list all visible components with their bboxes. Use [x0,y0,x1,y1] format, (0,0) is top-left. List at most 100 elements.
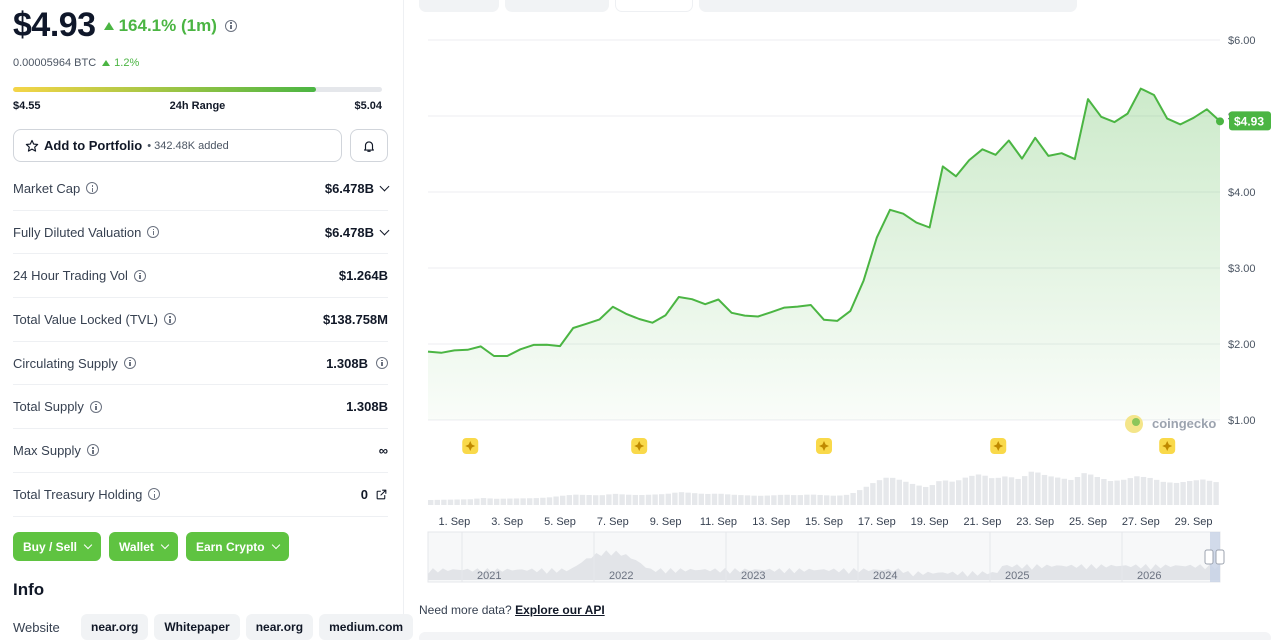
range-label: 24h Range [169,100,226,112]
volume-bar [995,477,1001,505]
time-range-selector[interactable] [699,0,1077,12]
buy-sell-button[interactable]: Buy / Sell [13,532,102,561]
x-tick-label: 15. Sep [805,516,843,528]
add-to-portfolio-button[interactable]: Add to Portfolio • 342.48K added [13,129,342,162]
wallet-button[interactable]: Wallet [109,532,178,561]
volume-bar [612,493,619,505]
navigator-handle-right[interactable] [1215,549,1225,565]
volume-bar [837,495,843,505]
chevron-down-icon[interactable] [379,225,390,235]
price-chart[interactable]: $6.00$5.00$4.00$3.00$2.00$1.00$4.93coing… [420,20,1280,620]
volume-bar [494,498,500,505]
x-tick-label: 1. Sep [438,516,470,528]
price-tab[interactable] [419,0,499,12]
x-tick-label: 23. Sep [1016,516,1054,528]
navigator-series [428,550,1220,580]
info-icon[interactable] [133,269,146,282]
volume-bar [1055,477,1061,505]
chart-toolbar [419,0,1077,12]
volume-bar [929,485,935,505]
navigator-handle-left[interactable] [1204,549,1214,565]
volume-bar [1048,476,1054,505]
chart-type-toggle[interactable] [615,0,693,12]
chevron-down-icon [83,540,93,549]
volume-bar [500,498,506,505]
volume-bar [474,498,480,505]
stat-row: Fully Diluted Valuation $6.478B [13,211,390,255]
external-link-icon[interactable] [375,488,388,501]
website-link[interactable]: Whitepaper [154,614,240,640]
navigator-year-label: 2024 [873,570,897,582]
range-high: $5.04 [354,100,382,112]
volume-bar [771,495,777,505]
info-icon[interactable] [148,488,161,501]
volume-bar [804,494,810,505]
volume-bar [434,499,440,505]
info-title: Info [13,580,45,599]
volume-bar [1180,482,1186,505]
price-header: $4.93 164.1% (1m) [13,6,237,45]
chevron-down-icon [271,540,280,549]
info-icon[interactable] [86,182,99,195]
website-link[interactable]: medium.com [319,614,414,640]
volume-bar [863,486,869,505]
info-icon[interactable] [147,226,160,239]
volume-bar [619,494,625,505]
volume-bar [962,477,968,505]
sparkle-icon [1162,441,1173,451]
volume-bar [824,495,830,505]
info-icon[interactable] [86,444,99,457]
explore-api-link[interactable]: Explore our API [515,603,605,617]
y-tick-label: $1.00 [1228,415,1256,427]
chevron-down-icon[interactable] [379,181,390,192]
stat-label: Market Cap [13,181,99,196]
volume-bar [718,493,724,505]
volume-bar [678,492,685,505]
website-link[interactable]: near.org [81,614,149,640]
earn-crypto-button[interactable]: Earn Crypto [185,532,289,561]
volume-bar [1114,480,1120,505]
sparkle-icon [993,441,1004,451]
stat-row: Max Supply ∞ [13,429,388,473]
info-icon[interactable] [224,19,237,32]
volume-bar [513,498,520,505]
volume-bar [487,498,493,505]
current-price: $4.93 [13,6,96,44]
stat-row: Total Treasury Holding 0 [13,473,388,517]
volume-bar [507,498,513,505]
volume-bar [672,492,678,505]
btc-change: 1.2% [102,57,139,69]
volume-bar [652,494,658,505]
volume-bar [876,480,883,505]
volume-bar [593,495,599,505]
volume-bar [441,499,447,505]
info-icon[interactable] [376,357,388,370]
info-icon[interactable] [164,313,176,326]
volume-bar [553,496,559,505]
volume-bar [705,493,711,505]
stat-value: 1.308B [346,399,388,415]
volume-bar [1173,482,1180,505]
volume-bar [830,495,836,505]
volume-bar [903,481,909,505]
volume-bar [606,494,612,505]
stat-value: 1.308B [326,356,388,371]
stat-value: $1.264B [338,268,388,284]
volume-bar [573,494,579,505]
price-chart-svg[interactable]: $6.00$5.00$4.00$3.00$2.00$1.00$4.93coing… [420,20,1280,620]
info-icon[interactable] [123,357,136,370]
website-link[interactable]: near.org [245,614,314,640]
volume-bar [540,497,546,505]
stats-list: Market Cap $6.478B Fully Diluted Valuation… [13,167,390,517]
triangle-up-icon [102,60,111,66]
info-icon[interactable] [89,400,102,413]
compare-tab[interactable] [505,0,609,12]
volume-bar [533,498,539,505]
navigator-selection[interactable] [1210,532,1220,582]
stat-row: Total Supply 1.308B [13,385,388,430]
x-tick-label: 19. Sep [911,516,949,528]
stat-value: $138.758M [322,311,388,327]
range-bar [13,87,382,92]
volume-bar [560,495,566,505]
price-alert-button[interactable] [350,129,388,162]
